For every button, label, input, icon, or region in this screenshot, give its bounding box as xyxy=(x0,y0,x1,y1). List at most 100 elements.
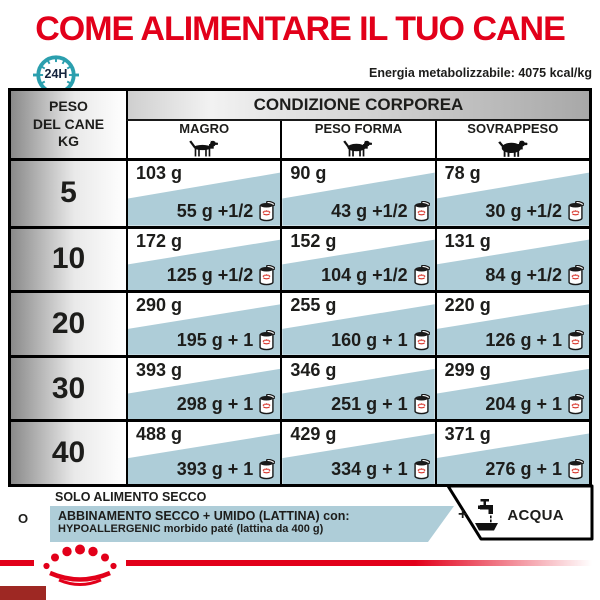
wet-amount: 126 g + 1 xyxy=(485,329,562,350)
condition-header: CONDIZIONE CORPOREA xyxy=(126,91,589,121)
wet-can-icon xyxy=(259,200,276,221)
wet-amount: 125 g +1/2 xyxy=(166,265,254,286)
wet-amount: 195 g + 1 xyxy=(176,329,254,350)
dry-amount: 255 g xyxy=(290,295,337,316)
legend-or-label: O xyxy=(18,511,29,526)
weight-header-line1: PESO xyxy=(49,98,88,115)
wet-can-icon xyxy=(414,458,430,480)
wet-can-icon xyxy=(414,200,430,221)
wet-amount-row: 43 g +1/2 xyxy=(331,200,430,222)
plus-sign: + xyxy=(458,506,468,523)
wet-amount-row: 55 g +1/2 xyxy=(176,200,276,222)
feeding-cell: 371 g 276 g + 1 xyxy=(434,419,589,484)
thin-dog-icon xyxy=(189,140,219,157)
feeding-cell: 255 g 160 g + 1 xyxy=(280,290,435,355)
wet-can-icon xyxy=(568,458,584,480)
royal-canin-corner-logo xyxy=(0,586,46,600)
wet-amount: 204 g + 1 xyxy=(485,394,562,415)
water-faucet-bowl-icon xyxy=(475,499,499,531)
wet-amount-row: 104 g +1/2 xyxy=(321,265,430,286)
wet-amount-row: 30 g +1/2 xyxy=(485,200,584,222)
feeding-cell: 429 g 334 g + 1 xyxy=(280,419,435,484)
brand-line-left xyxy=(0,560,34,566)
weight-value: 5 xyxy=(11,161,126,226)
weight-header-line3: KG xyxy=(58,133,79,150)
feeding-cell: 103 g 55 g +1/2 xyxy=(126,161,281,226)
wet-amount-row: 204 g + 1 xyxy=(485,394,584,415)
wet-amount-row: 126 g + 1 xyxy=(485,329,584,351)
wet-amount-row: 160 g + 1 xyxy=(331,329,430,351)
clock-face xyxy=(33,55,79,95)
weight-column-header: PESO DEL CANE KG xyxy=(11,91,126,161)
wet-amount-row: 125 g +1/2 xyxy=(167,265,276,286)
dry-amount: 290 g xyxy=(136,295,183,316)
wet-can-icon xyxy=(259,329,276,351)
wet-can-icon xyxy=(568,200,584,221)
legend-dry-only: SOLO ALIMENTO SECCO xyxy=(55,490,207,504)
wet-can-icon xyxy=(414,265,430,286)
dry-amount: 393 g xyxy=(136,359,183,380)
column-label: PESO FORMA xyxy=(314,121,403,136)
wet-amount-row: 251 g + 1 xyxy=(331,394,430,415)
wet-amount: 276 g + 1 xyxy=(485,458,562,479)
wet-can-icon xyxy=(568,394,584,415)
wet-can-icon xyxy=(259,458,276,480)
weight-value: 40 xyxy=(11,419,126,484)
feeding-cell: 290 g 195 g + 1 xyxy=(126,290,281,355)
dry-amount: 220 g xyxy=(444,295,491,316)
wet-amount: 298 g + 1 xyxy=(176,394,254,415)
column-label: SOVRAPPESO xyxy=(467,121,559,136)
water-label: ACQUA xyxy=(507,506,564,524)
wet-amount-row: 334 g + 1 xyxy=(331,458,430,480)
weight-value: 20 xyxy=(11,290,126,355)
dry-amount: 346 g xyxy=(290,359,337,380)
wet-amount: 84 g +1/2 xyxy=(485,265,562,286)
wet-amount-row: 298 g + 1 xyxy=(177,394,276,415)
wet-can-icon xyxy=(568,265,584,286)
column-header-sovrappeso: SOVRAPPESO xyxy=(434,121,589,161)
royal-canin-crown-icon xyxy=(43,544,117,586)
feeding-cell: 152 g 104 g +1/2 xyxy=(280,225,435,291)
brand-line-right xyxy=(126,560,592,566)
wet-amount: 104 g +1/2 xyxy=(321,265,408,286)
legend-mixed-block: ABBINAMENTO SECCO + UMIDO (LATTINA) con:… xyxy=(50,506,454,542)
24h-clock-icon: 24H xyxy=(33,52,79,98)
wet-amount-row: 195 g + 1 xyxy=(176,329,276,351)
column-label: MAGRO xyxy=(179,121,230,136)
dry-amount: 78 g xyxy=(444,163,481,183)
column-header-magro: MAGRO xyxy=(126,121,281,161)
feeding-cell: 346 g 251 g + 1 xyxy=(280,354,435,420)
wet-amount: 55 g +1/2 xyxy=(176,200,254,221)
dry-amount: 131 g xyxy=(444,230,491,251)
wet-can-icon xyxy=(414,329,430,351)
wet-amount-row: 276 g + 1 xyxy=(485,458,584,480)
wet-can-icon xyxy=(414,394,430,415)
weight-value: 10 xyxy=(11,225,126,291)
clock-label: 24H xyxy=(44,67,68,81)
feeding-cell: 393 g 298 g + 1 xyxy=(126,354,281,420)
dry-amount: 429 g xyxy=(290,424,337,445)
weight-value: 30 xyxy=(11,354,126,420)
dry-amount: 299 g xyxy=(444,359,491,380)
feeding-cell: 299 g 204 g + 1 xyxy=(434,354,589,420)
wet-can-icon xyxy=(259,265,276,286)
wet-amount: 251 g + 1 xyxy=(331,394,408,415)
wet-amount-row: 84 g +1/2 xyxy=(485,265,584,286)
feeding-cell: 78 g 30 g +1/2 xyxy=(434,161,589,226)
wet-amount: 334 g + 1 xyxy=(331,458,408,479)
water-tag-content: + ACQUA xyxy=(458,496,590,534)
legend-mixed-line2: HYPOALLERGENIC morbido paté (lattina da … xyxy=(58,523,324,535)
feeding-cell: 220 g 126 g + 1 xyxy=(434,290,589,355)
feeding-table: PESO DEL CANE KG CONDIZIONE CORPOREA MAG… xyxy=(8,88,592,487)
wet-can-icon xyxy=(568,329,584,351)
normal-dog-icon xyxy=(343,140,373,157)
dry-amount: 172 g xyxy=(136,230,183,251)
page-title: COME ALIMENTARE IL TUO CANE xyxy=(35,10,566,48)
wet-amount: 30 g +1/2 xyxy=(485,200,562,221)
feeding-cell: 488 g 393 g + 1 xyxy=(126,419,281,484)
feeding-cell: 131 g 84 g +1/2 xyxy=(434,225,589,291)
weight-header-line2: DEL CANE xyxy=(32,115,105,132)
legend-mixed-line1: ABBINAMENTO SECCO + UMIDO (LATTINA) con: xyxy=(58,509,350,523)
feeding-cell: 90 g 43 g +1/2 xyxy=(280,161,435,226)
